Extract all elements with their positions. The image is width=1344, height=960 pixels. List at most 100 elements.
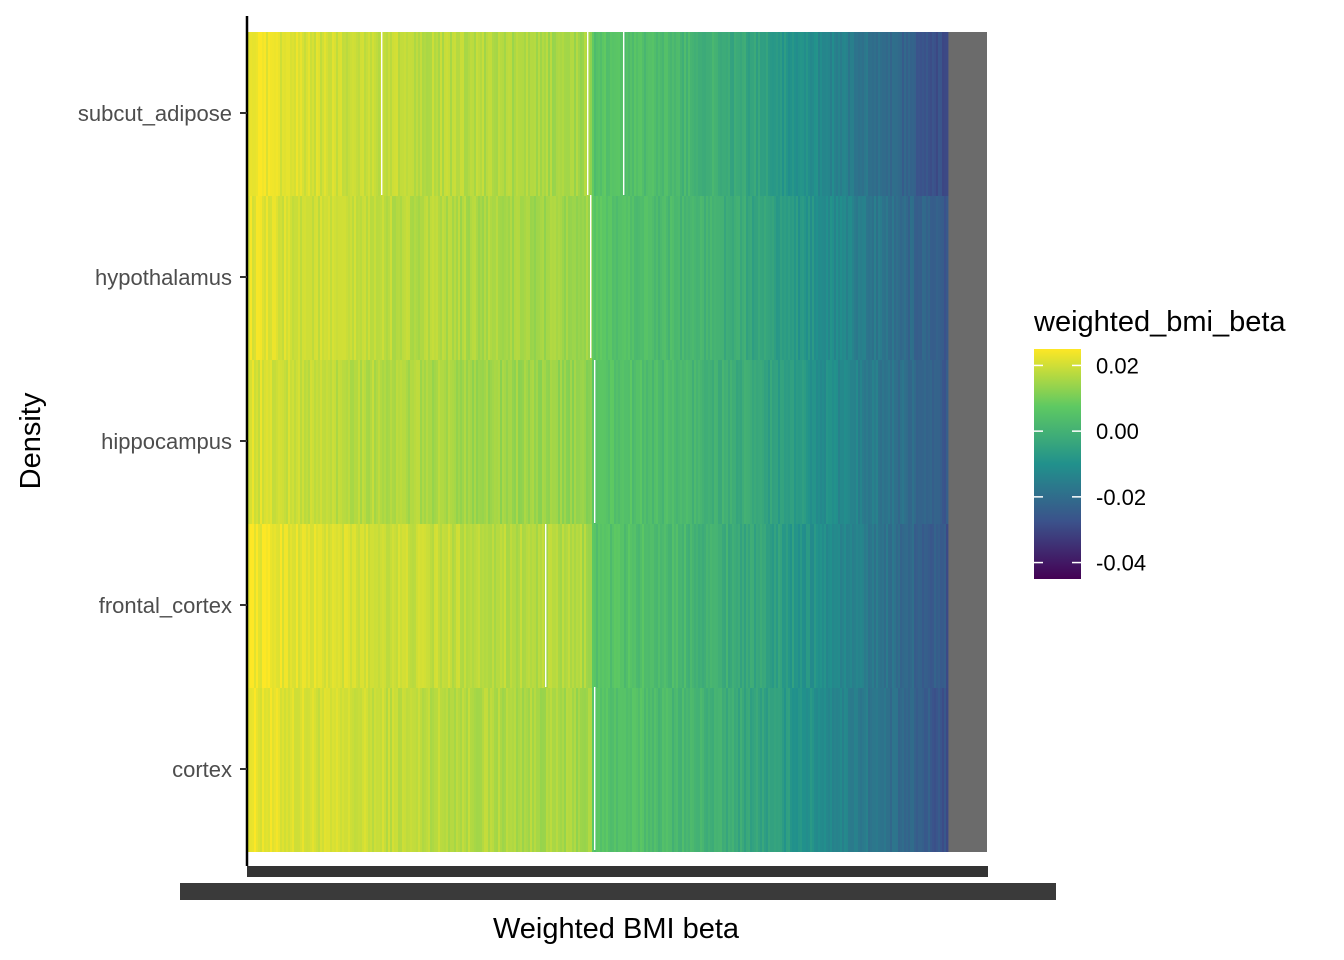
heatmap-cell [380,688,383,852]
heatmap-cell [686,524,689,688]
heatmap-cell [470,360,473,524]
heatmap-cell [568,688,571,852]
heatmap-cell [944,524,947,688]
heatmap-cell [256,196,259,360]
heatmap-cell [580,196,583,360]
heatmap-cell [528,196,531,360]
heatmap-cell [756,688,759,852]
heatmap-cell [890,524,893,688]
heatmap-cell [310,688,313,852]
heatmap-cell [886,196,889,360]
heatmap-cell [392,360,395,524]
heatmap-cell [598,524,601,688]
heatmap-cell [584,32,587,196]
heatmap-cell [480,32,483,196]
heatmap-cell [662,360,665,524]
heatmap-cell [448,688,451,852]
heatmap-cell [492,196,495,360]
heatmap-cell [754,524,757,688]
heatmap-cell [346,688,349,852]
heatmap-cell [466,196,469,360]
heatmap-cell [832,196,835,360]
heatmap-cell [404,196,407,360]
heatmap-cell [612,524,615,688]
heatmap-cell [290,524,293,688]
heatmap-cell [572,32,575,196]
heatmap-cell [678,32,681,196]
heatmap-row-hypothalamus [248,196,987,360]
heatmap-cell [400,196,403,360]
heatmap-cell [488,360,491,524]
heatmap-cell [684,688,687,852]
heatmap-cell [360,688,363,852]
heatmap-cell [526,524,529,688]
heatmap-cell [416,360,419,524]
heatmap-cell [752,688,755,852]
heatmap-cell [598,32,601,196]
heatmap-cell [268,360,271,524]
heatmap-cell [608,196,611,360]
heatmap-cell [334,32,337,196]
heatmap-cell [288,360,291,524]
heatmap-cell [256,360,259,524]
heatmap-cell [320,524,323,688]
heatmap-cell [914,32,917,196]
heatmap-cell [920,32,923,196]
heatmap-cell [728,688,731,852]
heatmap-cell [932,688,935,852]
heatmap-cell [780,32,783,196]
heatmap-cell [658,688,661,852]
heatmap-cell [876,688,879,852]
heatmap-cell [828,360,831,524]
heatmap-cell [370,360,373,524]
heatmap-cell [796,32,799,196]
heatmap-cell [370,688,373,852]
heatmap-row-hippocampus [248,360,987,524]
heatmap-cell [700,688,703,852]
heatmap-cell [470,32,473,196]
heatmap-cell [412,524,415,688]
heatmap-cell [690,524,693,688]
heatmap-cell [582,196,585,360]
heatmap-cell [732,524,735,688]
y-axis-tick-labels: cortexfrontal_cortexhippocampushypothala… [78,101,232,782]
heatmap-cell [286,360,289,524]
heatmap-cell [860,688,863,852]
heatmap-cell [334,196,337,360]
heatmap-cell [748,524,751,688]
heatmap-cell [372,524,375,688]
heatmap-cell [778,32,781,196]
heatmap-cell [538,32,541,196]
heatmap-cell [730,196,733,360]
heatmap-cell [474,196,477,360]
heatmap-cell [608,524,611,688]
heatmap-cell [248,32,251,196]
heatmap-cell [282,196,285,360]
heatmap-cell [916,688,919,852]
heatmap-cell [718,524,721,688]
heatmap-cell [808,360,811,524]
heatmap-cell [840,688,843,852]
heatmap-cell [844,524,847,688]
heatmap-cell [432,196,435,360]
heatmap-cell [438,524,441,688]
heatmap-cell [764,196,767,360]
heatmap-cell [476,524,479,688]
heatmap-cell [580,688,583,852]
heatmap-cell [596,688,599,852]
heatmap-cell [578,32,581,196]
heatmap-cell [314,524,317,688]
heatmap-cell [410,32,413,196]
heatmap-cell [478,524,481,688]
heatmap-cell [482,524,485,688]
heatmap-cell [782,32,785,196]
heatmap-cell [372,360,375,524]
heatmap-cell [896,196,899,360]
heatmap-cell [724,524,727,688]
heatmap-cell [908,688,911,852]
heatmap-cell [532,196,535,360]
heatmap-cell [712,360,715,524]
heatmap-cell [770,360,773,524]
heatmap-cell [928,688,931,852]
heatmap-cell [318,32,321,196]
